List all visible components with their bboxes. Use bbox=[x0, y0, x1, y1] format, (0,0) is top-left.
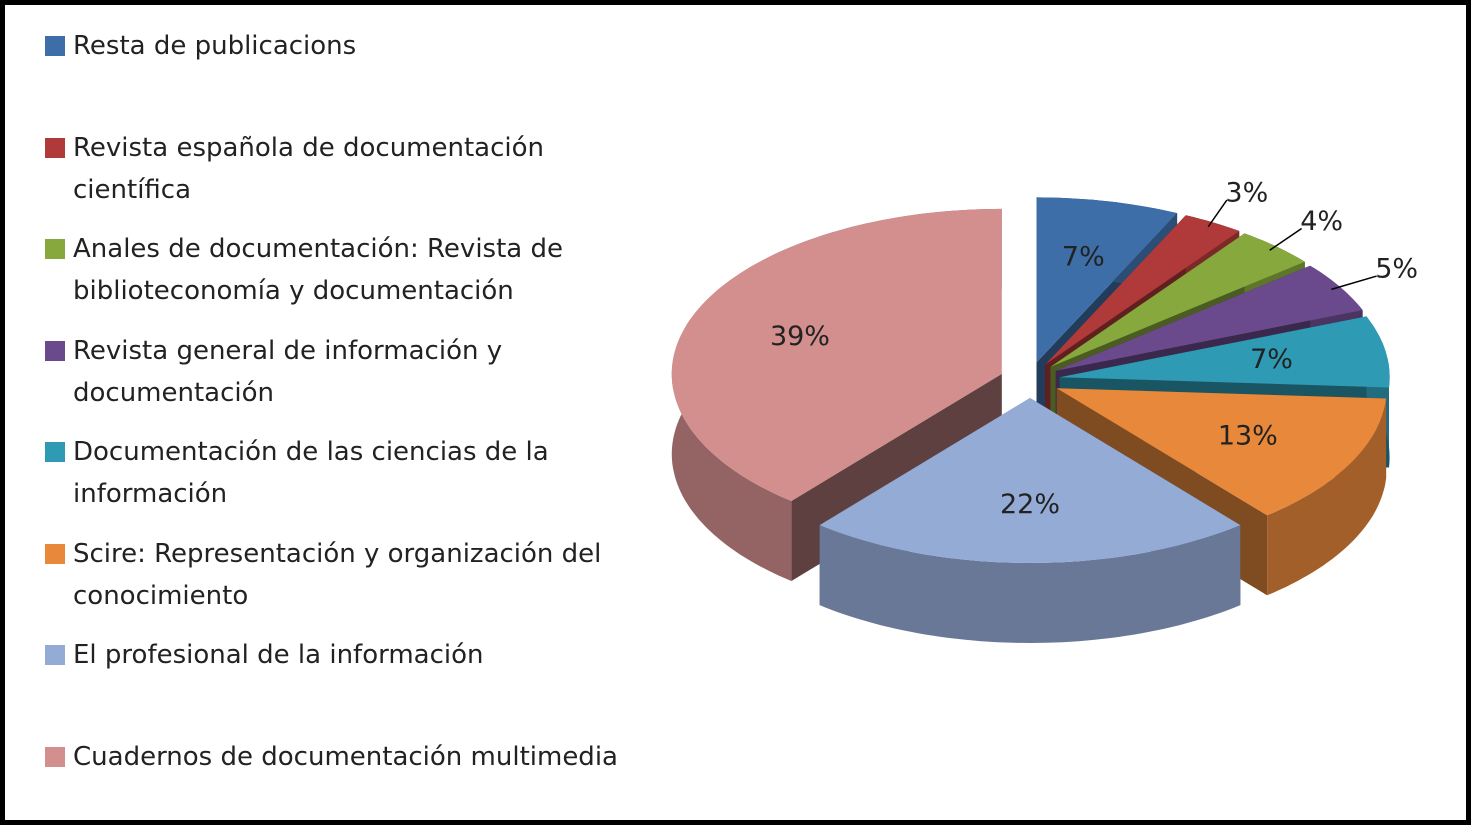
slice bbox=[1056, 388, 1387, 516]
legend-swatch bbox=[45, 137, 65, 158]
legend-label: Cuadernos de documentación multimedia bbox=[73, 741, 618, 772]
legend-label: Resta de publicacions bbox=[73, 31, 357, 61]
data-label: 3% bbox=[1225, 178, 1268, 209]
legend-swatch bbox=[45, 645, 65, 665]
data-label: 13% bbox=[1218, 420, 1278, 451]
legend-label: Documentación de las ciencias de la info… bbox=[73, 437, 549, 509]
legend-item: Scire: Representación y organización del… bbox=[45, 533, 625, 635]
data-label: 4% bbox=[1300, 206, 1343, 237]
legend-item: El profesional de la información bbox=[45, 634, 625, 736]
legend-label: Anales de documentación: Revista de bibl… bbox=[73, 234, 563, 306]
legend-item: Revista española de documentación cientí… bbox=[45, 127, 625, 229]
legend-label: Scire: Representación y organización del… bbox=[73, 538, 602, 611]
slice bbox=[1050, 233, 1305, 367]
legend-item: Anales de documentación: Revista de bibl… bbox=[45, 228, 625, 330]
data-label: 22% bbox=[1000, 489, 1060, 520]
leader-line bbox=[1269, 227, 1303, 251]
slice bbox=[1036, 197, 1178, 363]
legend-swatch bbox=[45, 746, 65, 767]
slice bbox=[1059, 316, 1390, 388]
legend-label: El profesional de la información bbox=[73, 640, 484, 670]
leader-line bbox=[1207, 199, 1228, 228]
legend-swatch bbox=[45, 543, 65, 564]
leader-line bbox=[1331, 275, 1377, 291]
slice bbox=[1045, 215, 1240, 365]
slice bbox=[819, 398, 1241, 563]
pie-area: 7% 3% 4% 5% 39% 7% 13% 22% bbox=[671, 178, 1418, 643]
data-label: 7% bbox=[1250, 344, 1293, 375]
slice-wall bbox=[1267, 398, 1387, 596]
legend-swatch bbox=[45, 340, 65, 361]
legend-label: Revista general de información y documen… bbox=[73, 335, 503, 408]
legend-item: Documentación de las ciencias de la info… bbox=[45, 431, 625, 533]
legend-swatch bbox=[45, 442, 65, 462]
legend-swatch bbox=[45, 36, 65, 56]
data-label: 39% bbox=[770, 321, 830, 352]
legend-swatch bbox=[45, 239, 65, 259]
legend-item: Cuadernos de documentación multimedia bbox=[45, 736, 625, 821]
slice-wall bbox=[819, 525, 1241, 643]
data-label: 7% bbox=[1062, 241, 1105, 272]
legend: Resta de publicacions Revista española de… bbox=[45, 25, 625, 821]
legend-label: Revista española de documentación cientí… bbox=[73, 132, 545, 205]
legend-item: Revista general de información y documen… bbox=[45, 330, 625, 432]
data-label: 5% bbox=[1375, 254, 1418, 285]
legend-item: Resta de publicacions bbox=[45, 25, 625, 127]
slice bbox=[1055, 265, 1363, 371]
slice bbox=[671, 208, 1002, 501]
